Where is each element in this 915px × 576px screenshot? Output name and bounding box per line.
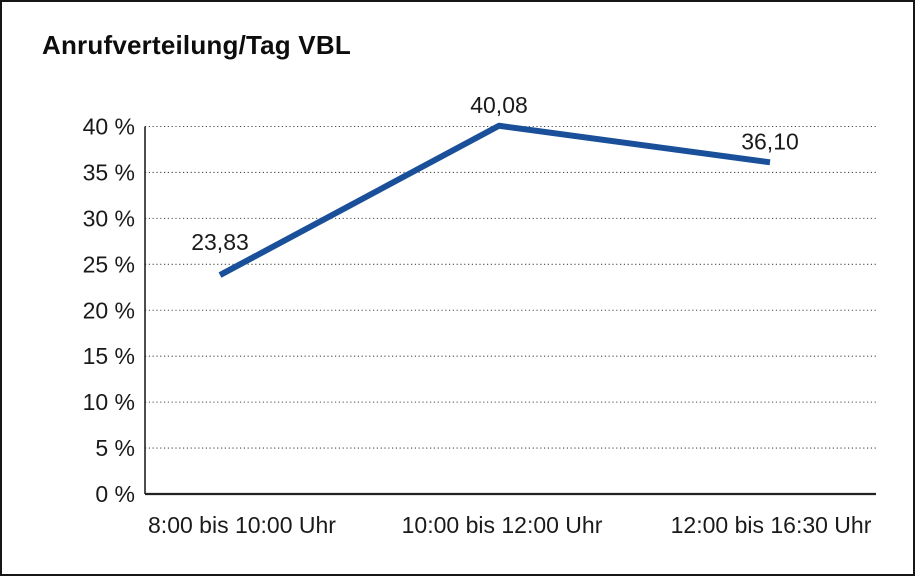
data-point-label: 23,83	[191, 229, 249, 255]
y-tick-label: 15 %	[83, 343, 135, 369]
data-point-label: 40,08	[470, 92, 528, 118]
y-tick-label: 25 %	[83, 251, 135, 277]
x-tick-label: 8:00 bis 10:00 Uhr	[148, 512, 336, 538]
y-tick-label: 30 %	[83, 205, 135, 231]
data-series-line	[218, 122, 771, 278]
data-point-label: 36,10	[741, 128, 799, 154]
y-tick-label: 35 %	[83, 159, 135, 185]
y-tick-label: 0 %	[95, 481, 135, 507]
y-tick-label: 5 %	[95, 435, 135, 461]
x-tick-label: 12:00 bis 16:30 Uhr	[671, 512, 872, 538]
y-tick-label: 10 %	[83, 389, 135, 415]
y-tick-label: 40 %	[83, 114, 135, 140]
chart-title: Anrufverteilung/Tag VBL	[42, 30, 351, 60]
y-tick-label: 20 %	[83, 297, 135, 323]
x-tick-label: 10:00 bis 12:00 Uhr	[402, 512, 603, 538]
